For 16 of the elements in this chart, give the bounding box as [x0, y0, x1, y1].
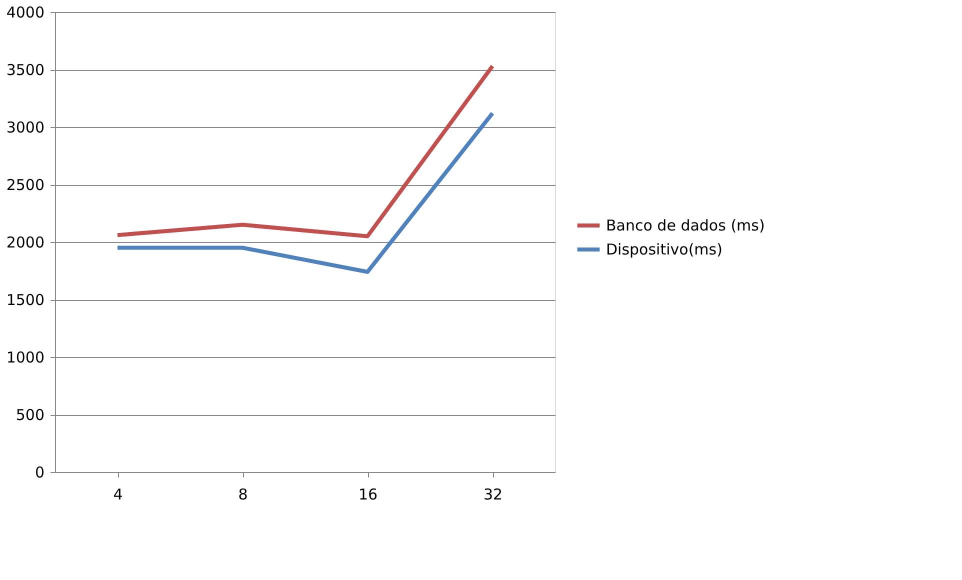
x-tick-label: 16 — [358, 486, 378, 504]
y-tick-label: 2000 — [6, 234, 44, 252]
y-tick-label: 1500 — [6, 291, 44, 309]
y-tick-label: 2500 — [6, 176, 44, 194]
x-tick-label: 4 — [113, 486, 123, 504]
y-tick-label: 3500 — [6, 61, 44, 79]
x-tick-label: 32 — [483, 486, 503, 504]
x-tick-label: 8 — [238, 486, 248, 504]
legend-label: Banco de dados (ms) — [606, 216, 765, 234]
y-tick-label: 4000 — [6, 4, 44, 22]
legend-label: Dispositivo(ms) — [606, 240, 722, 258]
y-tick-label: 1000 — [6, 348, 44, 366]
y-tick-label: 0 — [34, 464, 44, 482]
y-tick-label: 500 — [16, 406, 44, 424]
line-series — [116, 64, 494, 238]
y-tick-label: 3000 — [6, 118, 44, 136]
